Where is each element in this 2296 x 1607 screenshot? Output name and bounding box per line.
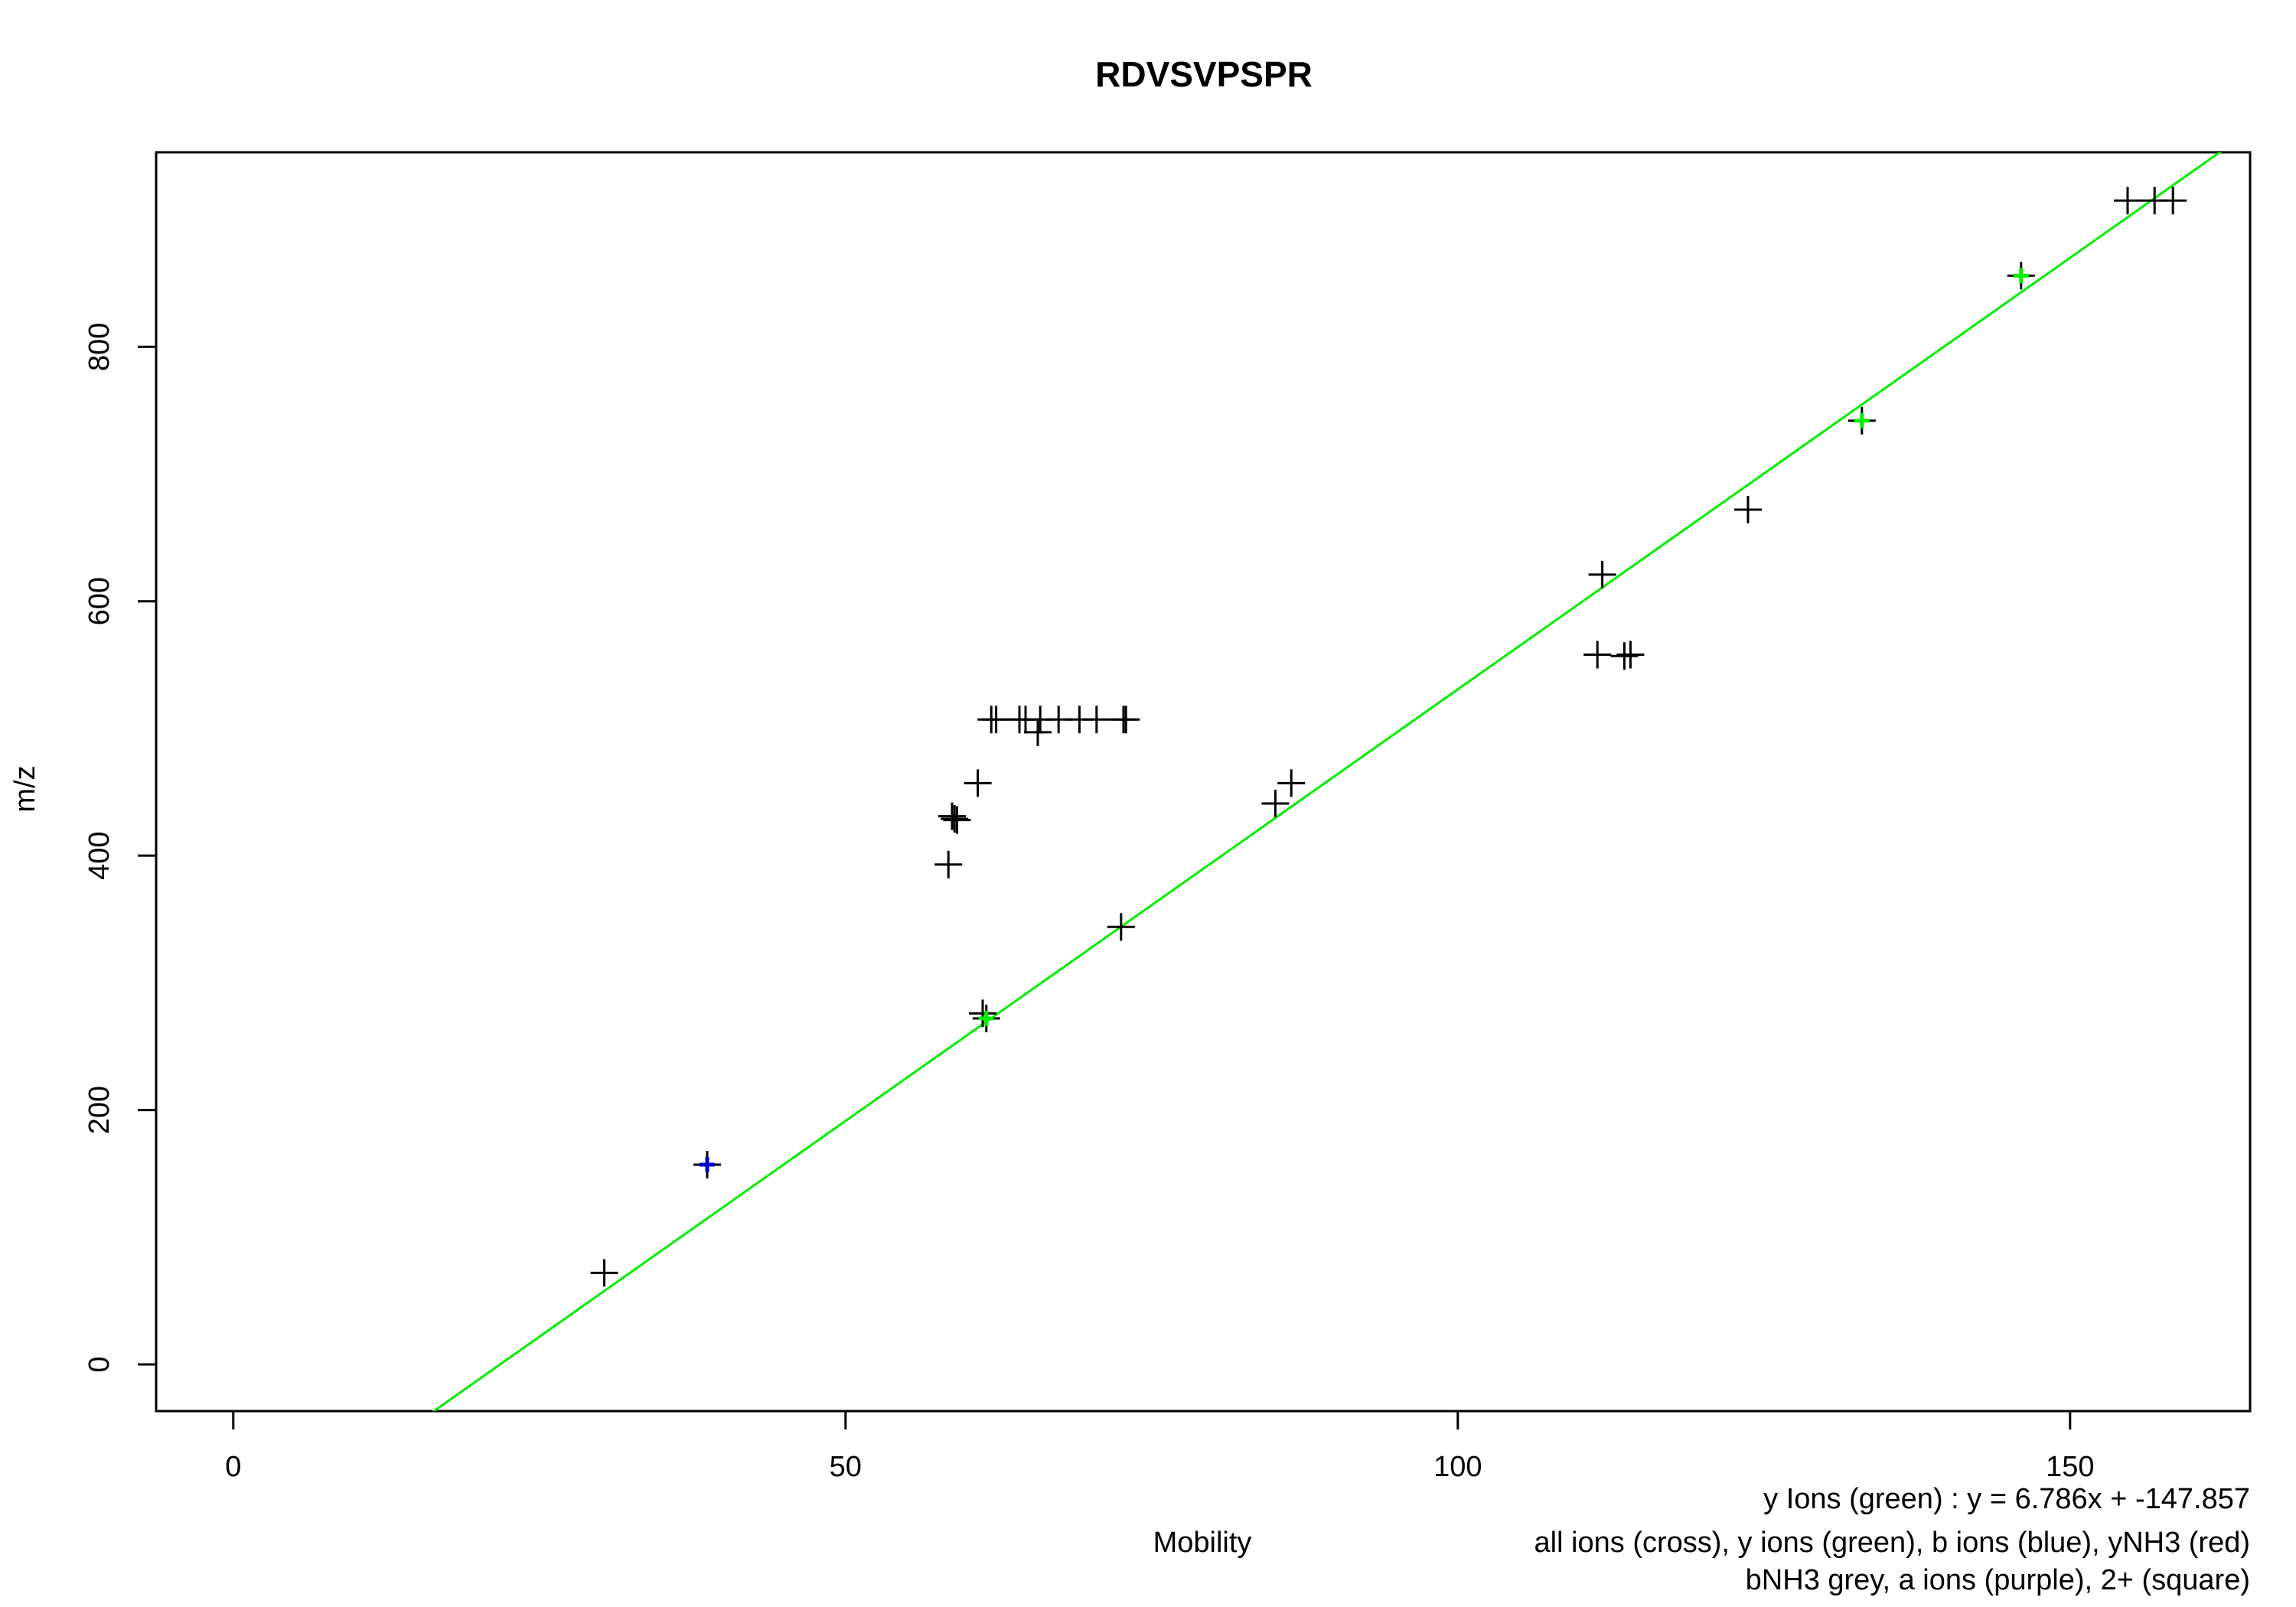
x-tick-label: 50 — [830, 1451, 862, 1483]
point — [1082, 706, 1110, 734]
y-tick-label: 800 — [83, 323, 116, 371]
x-axis-label: Mobility — [1153, 1527, 1252, 1559]
point — [1112, 706, 1140, 734]
point — [964, 769, 992, 797]
point — [1610, 642, 1639, 670]
annotation: bNH3 grey, a ions (purple), 2+ (square) — [1746, 1564, 2250, 1596]
fit-line — [432, 152, 2222, 1411]
point — [1583, 641, 1612, 669]
point — [590, 1259, 618, 1287]
point — [1261, 790, 1290, 818]
annotation: y Ions (green) : y = 6.786x + -147.857 — [1763, 1483, 2250, 1515]
plot-frame — [155, 151, 2252, 1413]
y-tick-label: 400 — [83, 831, 116, 879]
point — [2013, 268, 2029, 284]
point — [969, 999, 996, 1028]
point — [982, 706, 1010, 734]
point — [2114, 187, 2141, 215]
point — [1588, 560, 1616, 588]
point — [1854, 412, 1870, 429]
point — [700, 1157, 715, 1173]
point — [943, 806, 971, 834]
x-tick-label: 150 — [2046, 1451, 2094, 1483]
point — [938, 802, 966, 830]
point — [934, 850, 963, 878]
y-tick-label: 0 — [83, 1356, 116, 1372]
chart-title: RDVSVPSPR — [1095, 54, 1313, 94]
y-tick-label: 200 — [83, 1086, 116, 1134]
plot-area — [432, 152, 2222, 1411]
y-axis-label: m/z — [9, 765, 41, 812]
point — [1734, 496, 1762, 524]
point — [2159, 187, 2187, 215]
point — [978, 1010, 994, 1026]
point — [1024, 718, 1052, 746]
annotation: all ions (cross), y ions (green), b ions… — [1534, 1527, 2250, 1559]
point — [1107, 913, 1135, 941]
x-tick-label: 100 — [1433, 1451, 1482, 1483]
x-tick-label: 0 — [225, 1451, 241, 1483]
point — [1616, 641, 1645, 669]
point — [1277, 769, 1306, 797]
point — [941, 804, 969, 833]
y-tick-label: 600 — [83, 577, 116, 625]
